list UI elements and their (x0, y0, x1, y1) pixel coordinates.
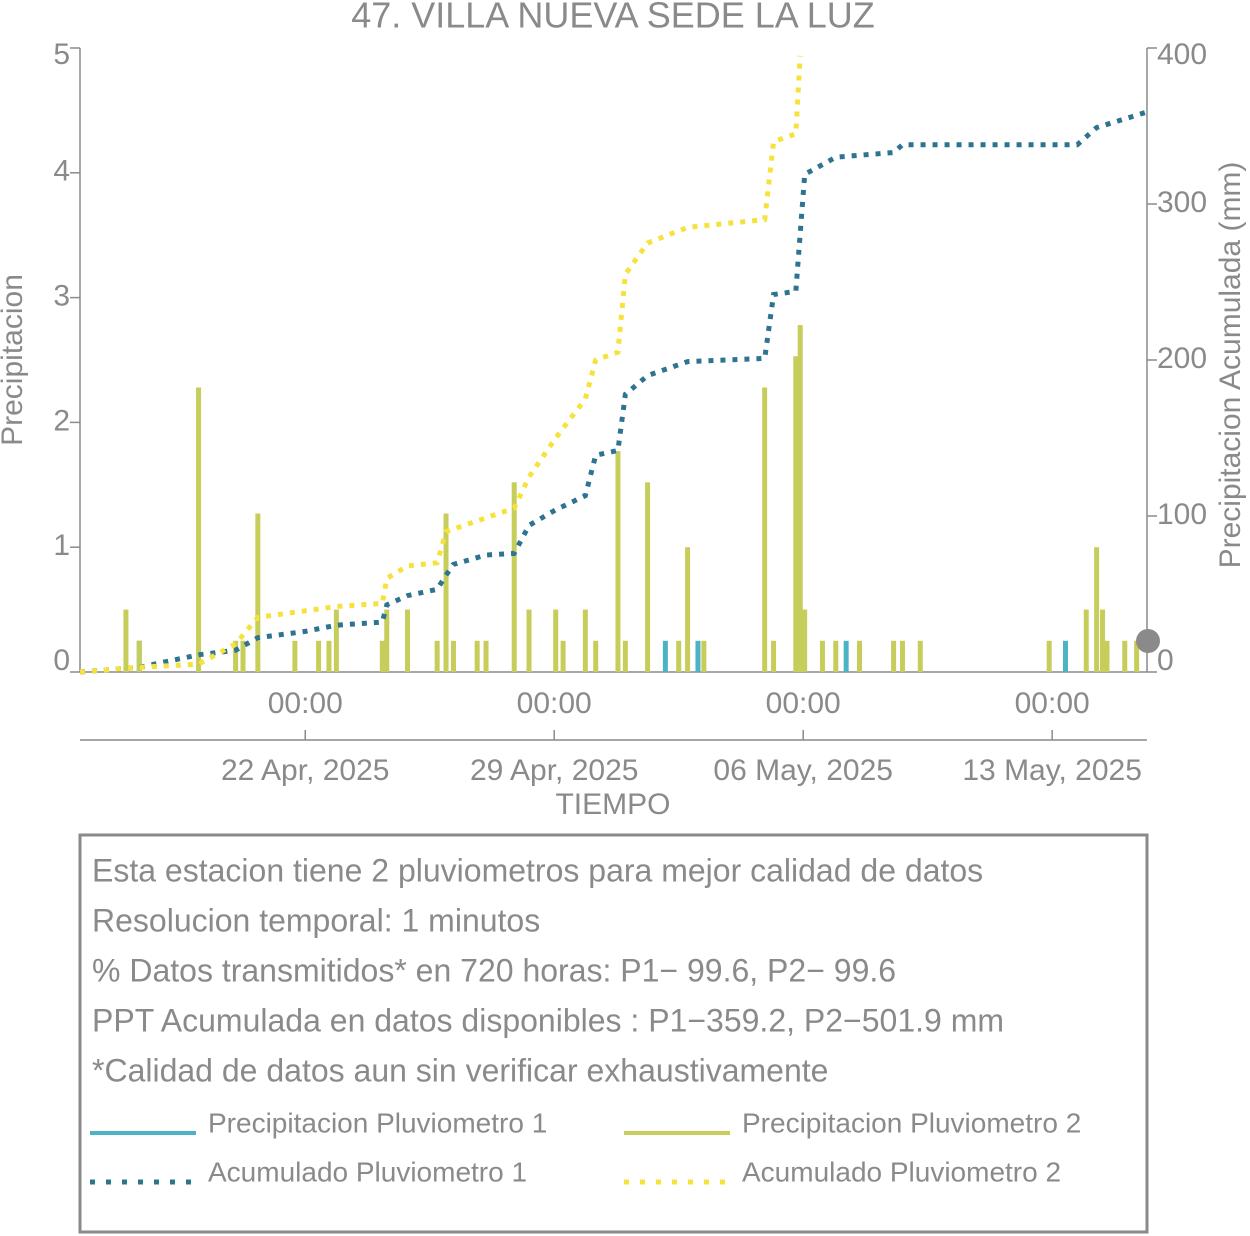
y2-tick-label: 100 (1157, 498, 1207, 531)
precip-bar (899, 640, 905, 672)
x-date-label: 13 May, 2025 (962, 754, 1142, 787)
precip-bar (123, 609, 129, 672)
legend-label: Precipitacion Pluviometro 2 (742, 1107, 1081, 1138)
y-tick-label: 0 (53, 644, 70, 677)
y-tick-label: 3 (53, 280, 70, 313)
precip-bar (676, 640, 682, 672)
y-tick-label: 5 (53, 38, 70, 71)
y2-tick-label: 300 (1157, 186, 1207, 219)
precip-bar (593, 640, 599, 672)
y-axis-label: Precipitacion (0, 274, 29, 446)
x-tick-label: 00:00 (268, 687, 343, 720)
precip-bar (645, 482, 651, 672)
info-line: Resolucion temporal: 1 minutos (92, 902, 540, 938)
x-tick-label: 00:00 (766, 687, 841, 720)
x-date-label: 29 Apr, 2025 (470, 754, 639, 787)
x-tick-label: 00:00 (1015, 687, 1090, 720)
y2-tick-label: 400 (1157, 38, 1207, 71)
x-date-label: 06 May, 2025 (713, 754, 893, 787)
precip-bar (255, 513, 261, 672)
y-tick-label: 2 (53, 404, 70, 437)
precip-bar (771, 640, 777, 672)
x-date-label: 22 Apr, 2025 (221, 754, 390, 787)
chart-title: 47. VILLA NUEVA SEDE LA LUZ (351, 0, 875, 36)
precip-bar (833, 640, 839, 672)
x-axis-label: TIEMPO (555, 788, 670, 821)
info-box (78, 833, 1149, 1234)
info-line: PPT Acumulada en datos disponibles : P1−… (92, 1002, 1004, 1038)
precip-bar (1122, 640, 1128, 672)
cumulative-line (79, 55, 803, 675)
y2-tick-label: 200 (1157, 342, 1207, 375)
legend-label: Acumulado Pluviometro 1 (208, 1156, 527, 1187)
info-line: % Datos transmitidos* en 720 horas: P1− … (92, 952, 896, 988)
precip-bar (582, 609, 588, 672)
precip-bar (405, 609, 411, 672)
precip-bar (843, 640, 849, 672)
precip-bar (233, 640, 239, 672)
plot-area (79, 55, 1148, 675)
precip-bar (240, 640, 246, 672)
precip-bar (622, 640, 628, 672)
x-tick-label: 00:00 (517, 687, 592, 720)
info-line: *Calidad de datos aun sin verificar exha… (92, 1052, 828, 1088)
legend-label: Acumulado Pluviometro 2 (742, 1156, 1061, 1187)
precip-bar (1100, 609, 1106, 672)
precip-bar (553, 609, 559, 672)
end-marker (1136, 629, 1160, 653)
precip-bar (857, 640, 863, 672)
precip-bar (1062, 640, 1068, 672)
legend-label: Precipitacion Pluviometro 1 (208, 1107, 547, 1138)
precip-bar (434, 640, 440, 672)
precip-bar (443, 513, 449, 672)
precip-bar (685, 547, 691, 672)
precip-bar (615, 451, 621, 672)
precip-bar (292, 640, 298, 672)
precip-bar (450, 640, 456, 672)
precip-bar (797, 325, 803, 672)
precip-bar (474, 640, 480, 672)
precip-bar (1104, 640, 1110, 672)
precip-bar (1134, 640, 1140, 672)
precip-bar (891, 640, 897, 672)
precip-bar (136, 640, 142, 672)
y-tick-label: 1 (53, 529, 70, 562)
precip-bar (511, 482, 517, 672)
precip-bar (662, 640, 668, 672)
precip-bar (326, 640, 332, 672)
precip-bar (560, 640, 566, 672)
precip-bar (802, 609, 808, 672)
precip-bar (819, 640, 825, 672)
precip-bar (526, 609, 532, 672)
y2-axis-label: Precipitacion Acumulada (mm) (1214, 162, 1247, 569)
precip-bar (695, 640, 701, 672)
y2-tick-label: 0 (1157, 644, 1174, 677)
precip-bar (483, 640, 489, 672)
precip-bar (1094, 547, 1100, 672)
precip-bar (762, 387, 768, 672)
precip-bar (701, 640, 707, 672)
precip-bar (379, 640, 385, 672)
precip-bar (793, 356, 799, 672)
precip-bar (196, 387, 202, 672)
precip-bar (333, 609, 339, 672)
precip-bar (1083, 609, 1089, 672)
cumulative-line (79, 109, 1148, 675)
precip-bar (917, 640, 923, 672)
y-tick-label: 4 (53, 155, 70, 188)
info-line: Esta estacion tiene 2 pluviometros para … (92, 852, 983, 888)
precip-bar (384, 609, 390, 672)
precip-bar (1046, 640, 1052, 672)
precip-bar (316, 640, 322, 672)
